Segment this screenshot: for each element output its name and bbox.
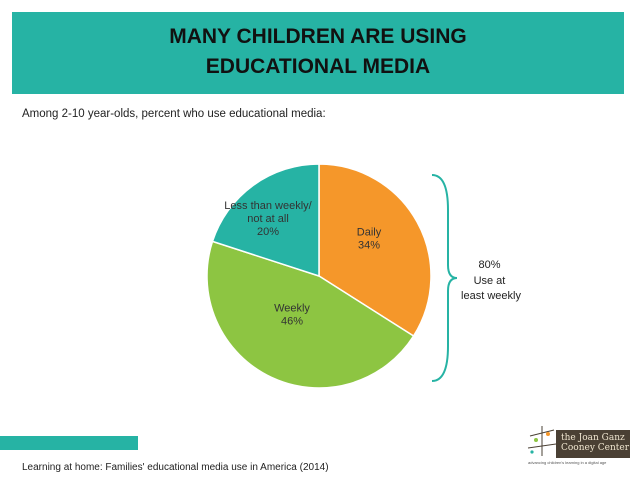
pie-label-line: Weekly xyxy=(274,303,310,315)
title-band xyxy=(12,12,624,94)
cooney-center-logo: the Joan Ganz Cooney Center advancing ch… xyxy=(522,420,630,470)
pie-label-line: not at all xyxy=(247,213,289,225)
brace-note: 80% Use at least weekly xyxy=(461,259,521,302)
logo-line-2: Cooney Center xyxy=(561,443,630,453)
pie-labels: Daily 34% Weekly 46% Less than weekly/not at… xyxy=(224,200,381,328)
slide-title: MANY CHILDREN ARE USING EDUCATIONAL MEDI… xyxy=(12,22,624,82)
chart-subtitle: Among 2-10 year-olds, percent who use ed… xyxy=(22,108,326,120)
pie-label-0: Daily 34% xyxy=(357,227,382,252)
logo-wordmark: the Joan Ganz Cooney Center xyxy=(556,430,630,458)
title-line-2: EDUCATIONAL MEDIA xyxy=(205,55,431,78)
pie-slice-less-than-weekly-not-at-all xyxy=(211,163,320,278)
logo-mark-icon xyxy=(527,426,557,456)
logo-line-1: the Joan Ganz xyxy=(561,433,625,443)
pie-label-2: Less than weekly/not at all 20% xyxy=(224,200,312,238)
pie-label-line: Daily xyxy=(357,227,382,239)
footer-accent-bar xyxy=(0,436,138,450)
pie-label-line: 46% xyxy=(281,316,303,328)
brace-note-line2: Use at xyxy=(474,275,506,287)
brace-note-line3: least weekly xyxy=(461,290,521,302)
pie-label-1: Weekly 46% xyxy=(274,303,310,328)
brace xyxy=(431,174,458,382)
pie-slices xyxy=(206,163,432,389)
logo-tagline: advancing children's learning in a digit… xyxy=(528,460,607,465)
source-note: Learning at home: Families' educational … xyxy=(22,462,329,473)
title-line-1: MANY CHILDREN ARE USING xyxy=(169,25,467,48)
pie-slice-weekly xyxy=(206,240,415,389)
pie-label-line: 34% xyxy=(358,240,380,252)
brace-note-pct: 80% xyxy=(478,259,500,271)
pie-label-line: Less than weekly/ xyxy=(224,200,312,212)
pie-label-line: 20% xyxy=(257,226,279,238)
